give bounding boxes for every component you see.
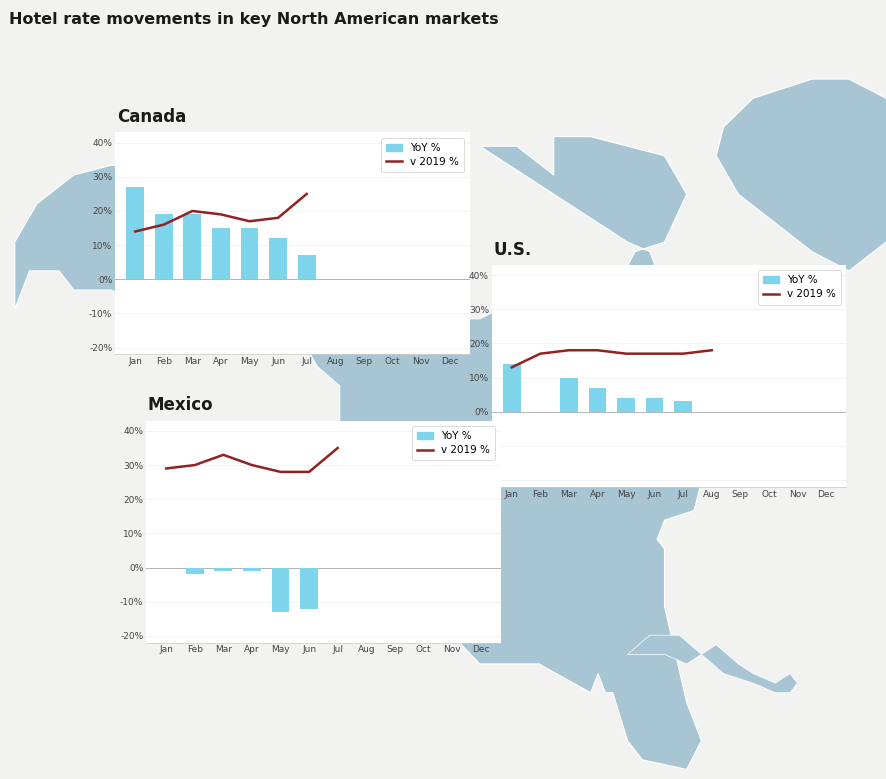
- Polygon shape: [15, 136, 812, 770]
- Polygon shape: [702, 645, 797, 693]
- Bar: [243, 568, 260, 571]
- Text: Canada: Canada: [117, 108, 186, 126]
- Bar: [155, 214, 173, 280]
- Bar: [212, 228, 229, 280]
- Bar: [241, 228, 259, 280]
- Bar: [186, 568, 204, 574]
- Bar: [269, 238, 287, 280]
- Legend: YoY %, v 2019 %: YoY %, v 2019 %: [412, 426, 495, 460]
- Bar: [298, 256, 315, 280]
- Bar: [183, 214, 201, 280]
- Polygon shape: [716, 79, 886, 271]
- Text: Mexico: Mexico: [148, 397, 214, 414]
- Bar: [272, 568, 290, 612]
- Bar: [503, 364, 521, 412]
- Bar: [560, 378, 578, 412]
- Bar: [127, 187, 144, 280]
- Bar: [646, 398, 664, 412]
- Bar: [618, 398, 635, 412]
- Text: Hotel rate movements in key North American markets: Hotel rate movements in key North Americ…: [9, 12, 499, 26]
- Bar: [588, 388, 606, 412]
- Text: U.S.: U.S.: [494, 241, 532, 259]
- Bar: [300, 568, 318, 608]
- Bar: [214, 568, 232, 571]
- Bar: [674, 401, 692, 412]
- Legend: YoY %, v 2019 %: YoY %, v 2019 %: [381, 138, 464, 172]
- Polygon shape: [627, 635, 702, 664]
- Legend: YoY %, v 2019 %: YoY %, v 2019 %: [758, 270, 841, 305]
